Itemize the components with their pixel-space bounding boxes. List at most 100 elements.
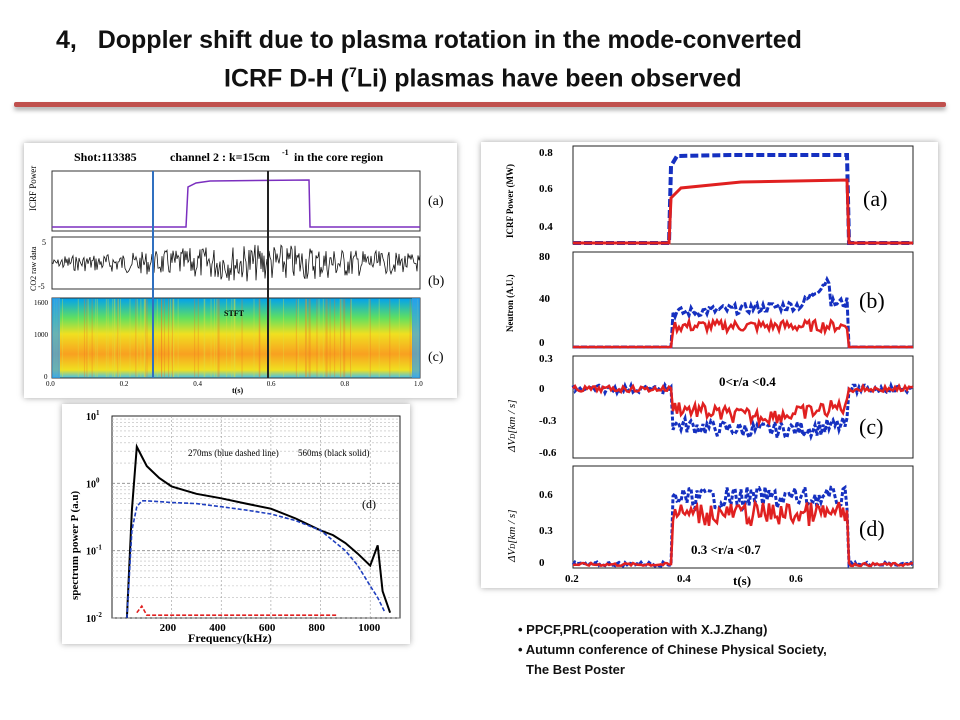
spectrum-grid <box>112 416 400 619</box>
spectrum-y-tick: 101 <box>86 409 100 423</box>
rotation-x-tick: 0.2 <box>565 573 579 585</box>
spectrum-x-tick: 1000 <box>358 622 381 634</box>
time-axis-label: t(s) <box>232 386 243 395</box>
rotation-y-tick: 0.4 <box>539 221 553 233</box>
title-line-2: ICRF D-H (7Li) plasmas have been observe… <box>224 64 742 93</box>
rotation-svg: ICRF Power (MW) Neutron (A.U.) ΔVD[km / … <box>505 145 915 588</box>
rotation-y-tick: -0.3 <box>539 415 557 427</box>
spectrum-svg: 10-2 10-1 100 101 200 400 600 800 1000 270ms (b… <box>69 409 401 645</box>
co2-raw-trace <box>51 244 421 282</box>
time-tick-label: 0.8 <box>340 380 349 388</box>
annotation-d: 0.3 <r/a <0.7 <box>691 542 761 557</box>
note-text-1: PPCF,PRL(cooperation with X.J.Zhang) <box>526 622 768 637</box>
time-traces-svg: Shot:113385 channel 2 : k=15cm -1 in the… <box>28 148 445 395</box>
rotation-trace-line <box>573 316 913 349</box>
icrf-power-trace-right <box>573 178 913 245</box>
spectrum-x-tick: 400 <box>209 622 226 634</box>
spectrum-x-tick: 200 <box>160 622 177 634</box>
legend-blue-text: 270ms (blue dashed line) <box>188 448 279 458</box>
rotation-figure: ICRF Power (MW) Neutron (A.U.) ΔVD[km / … <box>481 142 938 588</box>
spectrum-series <box>125 443 392 619</box>
region-label: in the core region <box>294 150 384 164</box>
stft-texture <box>52 298 420 378</box>
stft-tick-1600: 1600 <box>34 299 49 307</box>
panel-a-frame <box>572 145 914 245</box>
spectrum-y-tick: 100 <box>86 476 100 490</box>
panel-d-label: (d) <box>362 497 376 511</box>
time-tick-label: 0.0 <box>46 380 55 388</box>
rotation-y-tick: -0.6 <box>539 447 557 459</box>
icrf-power-trace <box>52 179 420 228</box>
rotation-y-tick: 0.8 <box>539 147 553 159</box>
right-panel-d-label: (d) <box>859 516 885 541</box>
spectrum-figure: 10-2 10-1 100 101 200 400 600 800 1000 270ms (b… <box>62 404 410 645</box>
spectrum-y-tick: 10-2 <box>86 611 102 625</box>
icrf-ylabel: ICRF Power <box>28 166 38 211</box>
title-line-1: 4, Doppler shift due to plasma rotation … <box>56 26 802 55</box>
dv-ylabel-c: ΔVD[km / s] <box>506 400 518 453</box>
panel-a-label: (a) <box>428 194 444 209</box>
legend-black-text: 560ms (black solid) <box>298 448 370 458</box>
title-superscript: 7 <box>348 64 357 80</box>
time-tick-label: 0.6 <box>267 380 276 388</box>
rotation-y-tick: 0 <box>539 557 545 569</box>
panel-d-frame <box>572 465 914 569</box>
dv-ylabel-d: ΔVD[km / s] <box>506 510 518 563</box>
rotation-ticks: 0.8 0.6 0.4 80 40 0 0.3 0 -0.3 -0.6 0.6 0.3 0 0.2 0.4 0… <box>539 147 803 585</box>
title-text-2a: ICRF D-H ( <box>224 64 349 93</box>
rotation-trace-line <box>572 499 913 568</box>
stft-label: STFT <box>224 309 245 318</box>
neutron-trace <box>573 153 913 245</box>
notes-list: • PPCF,PRL(cooperation with X.J.Zhang) •… <box>518 620 827 680</box>
rotation-y-tick: 0.6 <box>539 489 553 501</box>
rotation-y-tick: 0.3 <box>539 525 553 537</box>
spectrum-x-ticks: 200 400 600 800 1000 <box>160 622 381 634</box>
note-text-2: Autumn conference of Chinese Physical So… <box>525 642 827 657</box>
spectrum-x-tick: 600 <box>259 622 276 634</box>
time-tick-label: 0.2 <box>120 380 129 388</box>
rotation-y-tick: 0.3 <box>539 353 553 365</box>
co2-tick-m5: -5 <box>38 282 45 291</box>
rotation-traces <box>571 275 915 569</box>
right-time-label: t(s) <box>733 573 751 588</box>
spectrum-y-tick: 10-1 <box>86 544 102 558</box>
rotation-trace-line <box>572 382 914 428</box>
spectrum-x-tick: 800 <box>309 622 326 634</box>
title-divider <box>14 102 946 107</box>
panel-c-label: (c) <box>428 350 444 365</box>
spectrum-plot-frame <box>111 415 401 619</box>
time-tick-label: 1.0 <box>414 380 423 388</box>
note-item-1: • PPCF,PRL(cooperation with X.J.Zhang) <box>518 622 768 637</box>
spectrum-xlabel: Frequency(kHz) <box>188 631 272 644</box>
spectrum-series-line <box>126 500 386 619</box>
neutron-ylabel: Neutron (A.U.) <box>505 274 515 332</box>
panel-c-frame <box>572 355 914 459</box>
time-tick-label: 0.4 <box>193 380 202 388</box>
icrf-power-ylabel: ICRF Power (MW) <box>505 164 515 238</box>
stft-edge-left <box>52 298 60 378</box>
channel-label: channel 2 : k=15cm <box>170 150 270 164</box>
co2-ylabel: CO2 raw data <box>29 246 38 291</box>
rotation-y-tick: 0 <box>539 337 545 349</box>
co2-panel-frame <box>51 236 421 290</box>
stft-spectrogram <box>51 297 421 379</box>
annotation-c: 0<r/a <0.4 <box>719 374 776 389</box>
rotation-y-tick: 80 <box>539 251 551 263</box>
time-axis-ticks: 0.0 0.2 0.4 0.6 0.8 1.0 <box>46 380 423 388</box>
co2-tick-5: 5 <box>42 238 46 247</box>
channel-exponent: -1 <box>282 148 289 157</box>
spectrum-ylabel: spectrum power P (a.u) <box>69 490 81 600</box>
panel-b-frame <box>572 251 914 349</box>
icrf-panel-frame <box>51 170 421 232</box>
note-item-2-cont: The Best Poster <box>518 660 827 680</box>
rotation-y-tick: 0.6 <box>539 183 553 195</box>
rotation-y-tick: 0 <box>539 383 545 395</box>
panel-b-label: (b) <box>428 274 445 289</box>
title-number: 4, <box>56 26 77 54</box>
stft-tick-1000: 1000 <box>34 331 49 339</box>
title-text-1: Doppler shift due to plasma rotation in … <box>97 26 802 54</box>
spectrum-y-ticks: 10-2 10-1 100 101 <box>86 409 102 625</box>
rotation-x-tick: 0.4 <box>677 573 691 585</box>
right-panel-a-label: (a) <box>863 186 887 211</box>
spectrum-series-line <box>136 604 338 616</box>
